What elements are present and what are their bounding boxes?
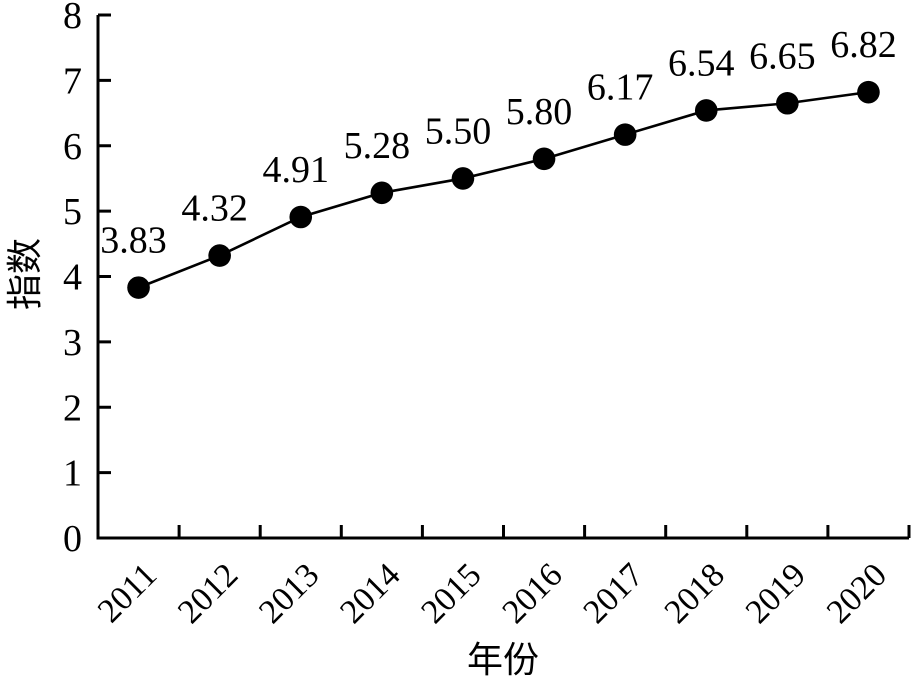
y-tick-label: 1 <box>63 453 82 495</box>
data-point-marker <box>289 205 313 229</box>
data-line <box>138 90 869 289</box>
data-point-label: 6.65 <box>749 35 816 77</box>
x-axis-title: 年份 <box>467 640 539 680</box>
data-point-label: 5.50 <box>425 110 492 152</box>
data-point-marker <box>370 181 394 205</box>
y-tick-label: 0 <box>63 518 82 560</box>
x-tick-label: 2016 <box>495 556 569 630</box>
x-tick-label: 2017 <box>577 556 651 630</box>
data-point-marker <box>208 244 231 267</box>
x-tick-label: 2019 <box>739 556 813 630</box>
data-point-marker <box>857 80 880 104</box>
data-point-marker <box>451 167 475 190</box>
data-point-marker <box>532 147 556 171</box>
y-tick-label: 2 <box>63 387 82 429</box>
data-point-label: 3.83 <box>100 220 167 262</box>
data-point-label: 6.17 <box>587 67 654 109</box>
data-point-label: 4.32 <box>181 188 248 230</box>
y-tick-label: 8 <box>63 0 82 37</box>
data-point-label: 6.54 <box>668 42 735 84</box>
data-point-label: 5.80 <box>506 91 573 133</box>
data-point-marker <box>127 276 150 299</box>
x-tick-label: 2011 <box>91 556 164 629</box>
x-tick-label: 2012 <box>171 556 245 630</box>
y-tick-label: 7 <box>63 60 82 102</box>
x-tick-label: 2013 <box>252 556 326 630</box>
x-tick-label: 2018 <box>658 556 732 630</box>
y-tick-label: 5 <box>63 191 82 233</box>
y-tick-label: 4 <box>63 257 82 299</box>
y-tick-label: 6 <box>63 126 82 168</box>
y-tick-label: 3 <box>63 322 82 364</box>
data-point-label: 4.91 <box>263 149 330 191</box>
x-tick-label: 2014 <box>333 556 407 630</box>
data-point-label: 6.82 <box>830 24 897 66</box>
x-tick-label: 2015 <box>414 556 488 630</box>
data-point-label: 5.28 <box>344 125 411 167</box>
data-point-marker <box>776 91 799 115</box>
data-point-marker <box>613 123 637 146</box>
x-tick-label: 2020 <box>820 556 894 630</box>
data-point-marker <box>694 99 718 122</box>
y-axis-title: 指数 <box>5 238 45 310</box>
